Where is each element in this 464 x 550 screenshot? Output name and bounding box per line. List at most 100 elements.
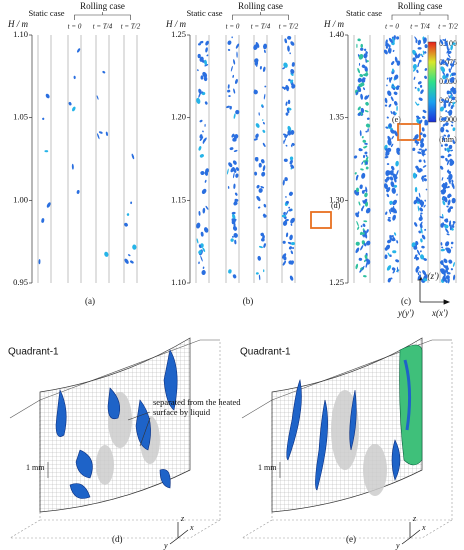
film-patch [394, 101, 398, 106]
colorbar-tick: 0.025 [439, 96, 457, 105]
film-patch [419, 168, 423, 172]
film-patch [290, 41, 295, 46]
film-patch [234, 239, 237, 245]
film-patch [234, 233, 238, 238]
film-patch [449, 90, 453, 97]
time-label: t = T/4 [251, 23, 271, 31]
panel-label: (c) [401, 296, 411, 306]
film-patch [46, 202, 51, 208]
film-patch [447, 199, 451, 206]
film-patch [387, 239, 392, 244]
film-patch [424, 199, 427, 202]
film-patch [452, 102, 455, 107]
film-patch [262, 142, 266, 148]
film-patch [439, 106, 445, 112]
film-patch [385, 46, 388, 49]
film-patch [389, 170, 394, 174]
film-patch [355, 241, 360, 246]
film-patch [76, 189, 80, 194]
film-patch [362, 242, 364, 245]
film-patch [232, 213, 236, 220]
film-patch [385, 211, 388, 215]
film-patch [358, 53, 364, 60]
film-patch [203, 76, 208, 82]
film-patch [285, 101, 288, 106]
tube-strip [253, 35, 268, 283]
film-patch [423, 278, 428, 282]
film-patch [443, 258, 448, 264]
film-patch [413, 199, 418, 205]
film-patch [451, 96, 456, 101]
film-patch [289, 52, 291, 55]
film-patch [395, 85, 400, 91]
film-patch [418, 216, 423, 221]
film-patch [355, 247, 360, 254]
film-patch [360, 225, 363, 228]
time-label: t = T/4 [410, 23, 430, 31]
film-patch [227, 48, 231, 51]
film-patch [450, 124, 454, 127]
film-patch [415, 141, 420, 145]
film-patch [364, 254, 368, 260]
film-patch [281, 214, 287, 218]
film-patch [358, 201, 361, 206]
tube-strip [195, 35, 210, 283]
film-patch [202, 138, 206, 144]
film-patch [361, 64, 366, 68]
film-patch [420, 227, 423, 234]
film-patch [98, 131, 103, 134]
film-patch [416, 249, 421, 256]
film-patch [230, 65, 233, 72]
film-patch [412, 66, 417, 72]
film-patch [282, 240, 286, 244]
colorbar-tick: 0.075 [439, 58, 457, 67]
film-patch [422, 115, 426, 119]
film-patch [363, 220, 368, 223]
film-patch [386, 265, 392, 271]
film-patch [452, 222, 455, 227]
film-patch [392, 214, 396, 221]
film-patch [355, 91, 359, 96]
film-patch [359, 231, 363, 236]
panel-label: (e) [346, 534, 356, 544]
film-patch [412, 57, 416, 62]
film-patch [204, 64, 209, 67]
film-patch [285, 200, 289, 204]
film-patch [124, 222, 128, 227]
film-patch [357, 67, 361, 74]
film-patch [262, 129, 266, 133]
film-patch [448, 259, 453, 264]
film-patch [284, 38, 288, 44]
film-patch [282, 220, 288, 226]
film-patch [440, 268, 445, 272]
film-patch [445, 247, 451, 252]
film-patch [233, 59, 236, 65]
film-patch [358, 62, 361, 66]
film-patch [205, 40, 209, 46]
film-patch [394, 130, 398, 137]
film-patch [419, 270, 421, 274]
film-patch [263, 43, 268, 50]
film-patch [365, 156, 369, 161]
film-patch [233, 149, 238, 152]
film-patch [360, 47, 364, 51]
film-patch [394, 232, 397, 236]
film-patch [359, 184, 363, 189]
film-patch [199, 154, 204, 158]
film-patch [390, 181, 395, 188]
film-patch [391, 187, 396, 194]
film-patch [284, 177, 288, 182]
axis-label: x [189, 523, 194, 532]
film-patch [206, 54, 209, 57]
film-patch [365, 154, 368, 157]
film-patch [446, 272, 451, 275]
static-label: Static case [28, 8, 64, 18]
film-patch [424, 148, 427, 151]
film-patch [395, 259, 400, 263]
film-patch [255, 133, 259, 139]
film-patch [439, 216, 444, 219]
film-patch [366, 229, 369, 233]
y-tick-label: 1.05 [13, 112, 28, 122]
film-patch [228, 269, 232, 274]
film-patch [362, 139, 367, 143]
